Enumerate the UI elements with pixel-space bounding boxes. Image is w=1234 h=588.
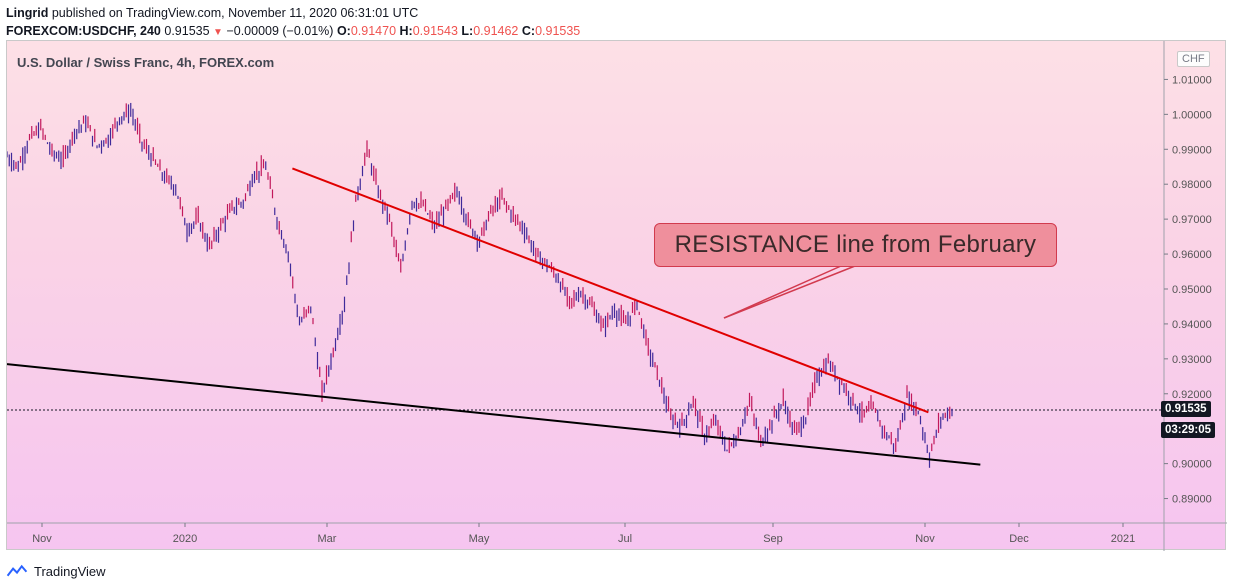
price-tick-label: 0.93000 <box>1172 354 1212 366</box>
price-tick-label: 1.00000 <box>1172 109 1212 121</box>
high-label: H: <box>399 24 413 38</box>
ohlc-line: FOREXCOM:USDCHF, 240 0.91535 ▼ −0.00009 … <box>6 24 580 38</box>
last-price-badge: 0.91535 <box>1161 401 1211 417</box>
price-tick-label: 0.98000 <box>1172 179 1212 191</box>
open-value: 0.91470 <box>350 24 397 38</box>
time-tick-label: 2021 <box>1111 533 1135 545</box>
time-tick-label: Nov <box>32 533 52 545</box>
price-tick-label: 0.90000 <box>1172 459 1212 471</box>
price-change: −0.00009 (−0.01%) <box>226 24 334 38</box>
chart-frame[interactable]: 1.01000 1.00000 0.99000 0.98000 0.97000 0.960… <box>6 40 1227 551</box>
publish-info: published on TradingView.com, November 1… <box>51 6 419 20</box>
price-tick-label: 0.92000 <box>1172 389 1212 401</box>
symbol-id: FOREXCOM:USDCHF, 240 <box>6 24 161 38</box>
price-chart[interactable]: 1.01000 1.00000 0.99000 0.98000 0.97000 0.960… <box>7 41 1227 551</box>
price-tick-label: 1.01000 <box>1172 74 1212 86</box>
callout-pointer <box>723 265 842 319</box>
time-tick-label: 2020 <box>173 533 197 545</box>
symbol-title: U.S. Dollar / Swiss Franc, 4h, FOREX.com <box>17 55 275 70</box>
time-tick-label: May <box>469 533 490 545</box>
support-trendline[interactable] <box>7 363 981 466</box>
footer-brand: TradingView <box>34 563 106 579</box>
callout-pointer <box>723 265 856 319</box>
time-tick-label: Dec <box>1009 533 1029 545</box>
countdown-badge: 03:29:05 <box>1161 422 1216 438</box>
price-tick-label: 0.99000 <box>1172 144 1212 156</box>
resistance-trendline[interactable] <box>292 167 929 414</box>
publisher-name: Lingrid <box>6 6 49 20</box>
low-value: 0.91462 <box>473 24 519 38</box>
time-axis[interactable]: Nov 2020 Mar May Jul Sep Nov Dec 2021 <box>32 523 1135 545</box>
resistance-annotation[interactable]: RESISTANCE line from February <box>654 223 1057 267</box>
time-tick-label: Mar <box>318 533 337 545</box>
footer: TradingView <box>6 560 106 582</box>
price-tick-label: 0.95000 <box>1172 284 1212 296</box>
low-label: L: <box>461 24 474 38</box>
open-label: O: <box>336 24 351 38</box>
tradingview-logo-icon <box>6 564 28 577</box>
time-tick-label: Nov <box>915 533 935 545</box>
last-price: 0.91535 <box>164 24 210 38</box>
close-value: 0.91535 <box>535 24 581 38</box>
down-arrow-icon: ▼ <box>213 27 223 38</box>
price-tick-label: 0.89000 <box>1172 494 1212 506</box>
time-tick-label: Sep <box>763 533 783 545</box>
price-tick-label: 0.94000 <box>1172 319 1212 331</box>
price-tick-label: 0.96000 <box>1172 249 1212 261</box>
close-label: C: <box>521 24 536 38</box>
chart-header: Lingrid published on TradingView.com, No… <box>6 4 1226 40</box>
high-value: 0.91543 <box>412 24 458 38</box>
price-tick-label: 0.97000 <box>1172 214 1212 226</box>
candles <box>7 102 953 468</box>
time-tick-label: Jul <box>618 533 632 545</box>
publish-line: Lingrid published on TradingView.com, No… <box>6 6 418 20</box>
currency-tag: CHF <box>1177 51 1210 67</box>
price-axis[interactable]: 1.01000 1.00000 0.99000 0.98000 0.97000 0.960… <box>1164 74 1212 506</box>
